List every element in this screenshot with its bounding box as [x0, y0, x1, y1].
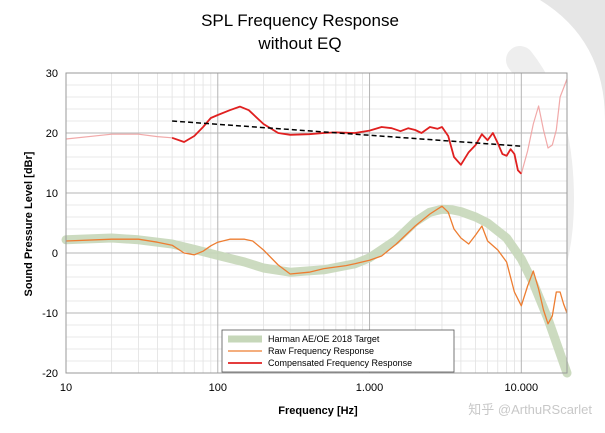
- chart-title-line-1: SPL Frequency Response: [201, 11, 399, 30]
- series-line-raw: [65, 205, 568, 325]
- y-axis-label: Sound Pressure Level [dBr]: [23, 151, 35, 296]
- y-tick-label: 10: [46, 188, 58, 200]
- y-tick-label: 0: [52, 248, 58, 260]
- plot-frame: [65, 72, 568, 374]
- trend-line: [172, 120, 522, 147]
- plot-area: -20 -10 0 10 20 30 10 100 1.000 10.000: [42, 68, 572, 394]
- x-tick-label: 1.000: [356, 382, 384, 394]
- x-axis-label: Frequency [Hz]: [278, 405, 358, 417]
- series-line-target: [61, 204, 572, 378]
- legend-entry: Compensated Frequency Response: [268, 358, 412, 368]
- x-tick-label: 10: [60, 382, 72, 394]
- y-tick-label: -10: [42, 308, 58, 320]
- legend-entry: Raw Frequency Response: [268, 346, 374, 356]
- chart-title-line-2: without EQ: [257, 34, 341, 53]
- x-tick-label: 10.000: [504, 382, 538, 394]
- y-tick-label: 20: [46, 128, 58, 140]
- series-line-compensated: [171, 105, 522, 175]
- watermark: 知乎 @ArthuRScarlet: [468, 402, 592, 417]
- decorative-swoosh: [540, 0, 605, 120]
- y-tick-label: -20: [42, 368, 58, 380]
- legend-entry: Harman AE/OE 2018 Target: [268, 334, 380, 344]
- legend: Harman AE/OE 2018 Target Raw Frequency Re…: [221, 329, 455, 373]
- y-tick-label: 30: [46, 68, 58, 80]
- x-tick-label: 100: [209, 382, 227, 394]
